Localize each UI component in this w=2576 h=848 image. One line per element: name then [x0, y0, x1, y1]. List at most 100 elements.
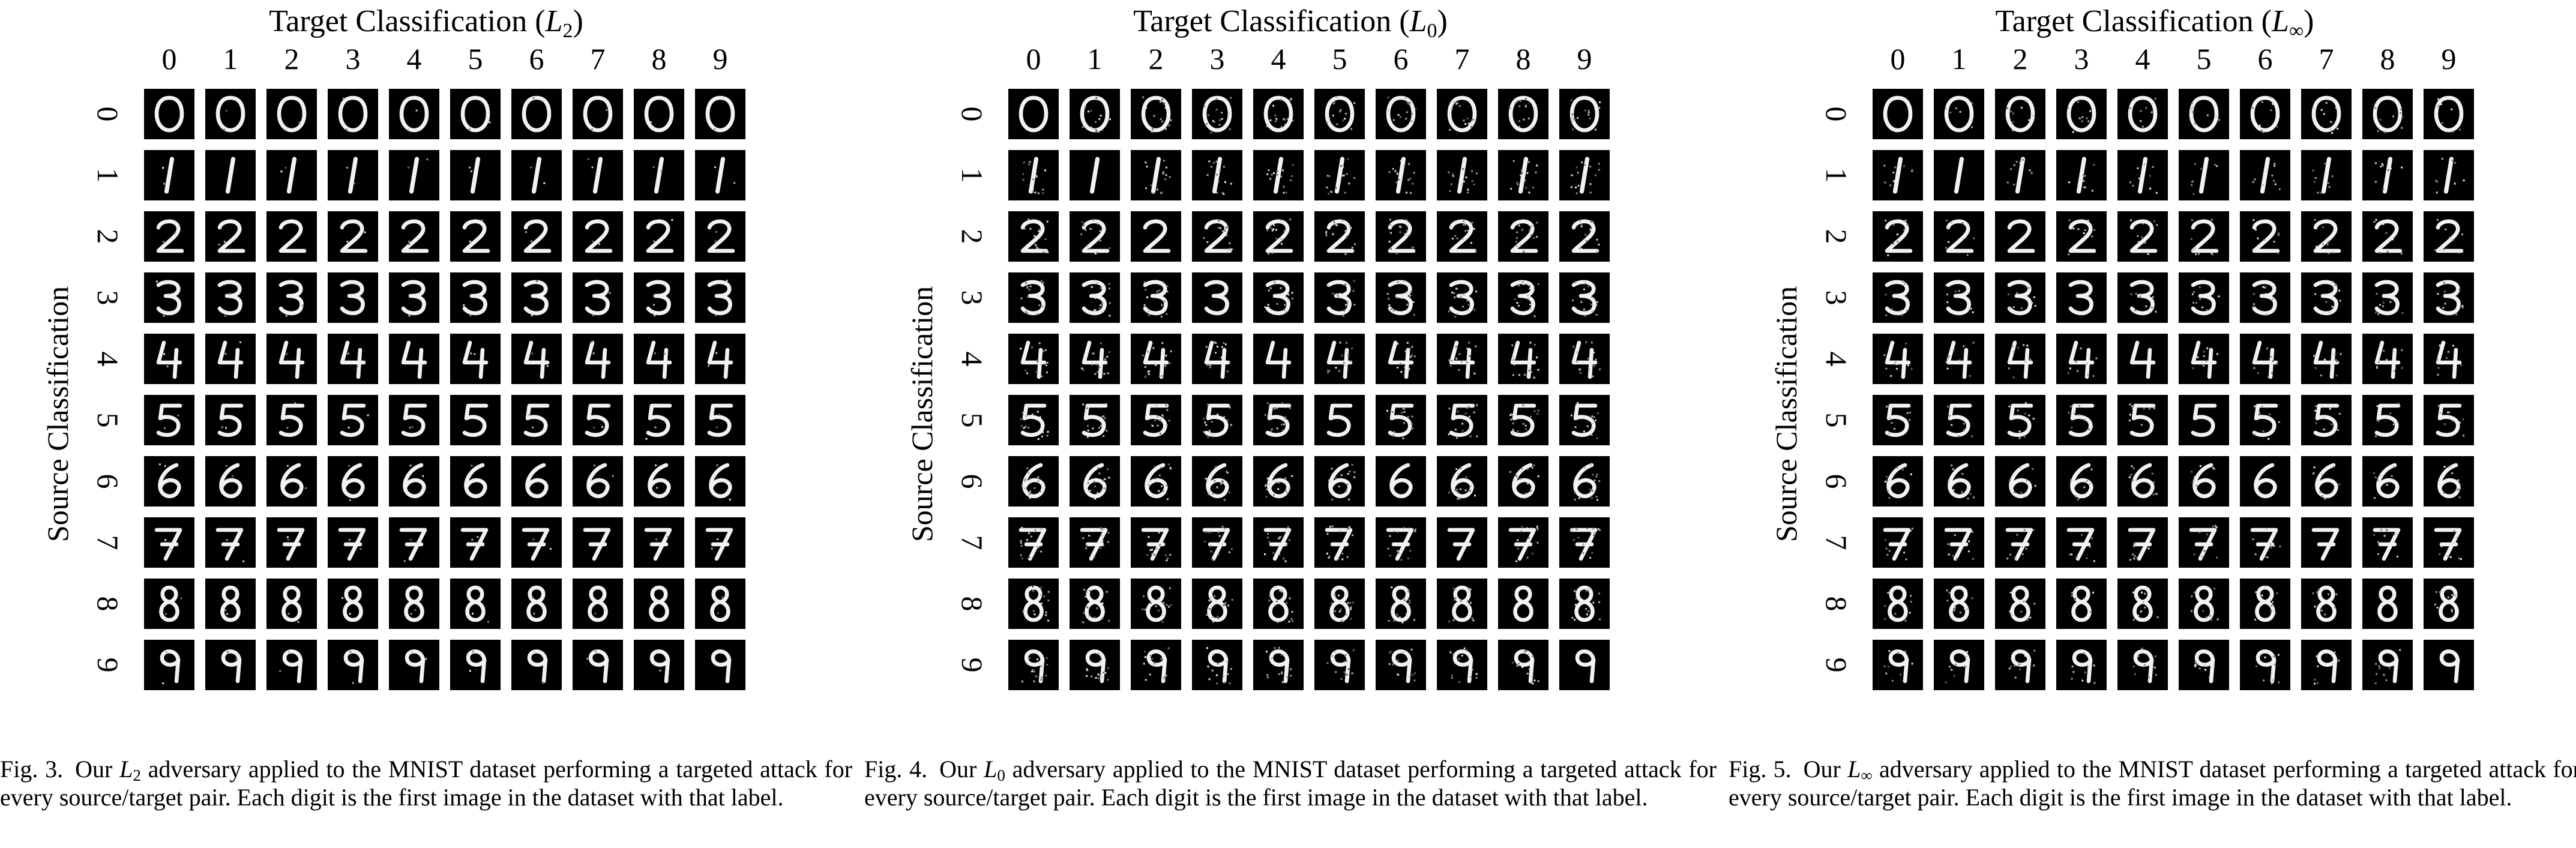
digit-image: [1070, 395, 1120, 445]
digit-image: [1934, 640, 1984, 690]
digit-image: [1192, 334, 1242, 384]
digit-image: [450, 150, 501, 200]
digit-image: [266, 395, 317, 445]
digit-image: [1559, 211, 1610, 262]
digit-image: [1437, 211, 1487, 262]
digit-image: [2301, 640, 2352, 690]
title-text: Target Classification (: [1133, 4, 1410, 38]
digit-image: [389, 272, 439, 323]
digit-image: [573, 211, 623, 262]
target-classification-title: Target Classification (L0): [864, 2, 1717, 41]
digit-image: [511, 640, 562, 690]
digit-image: [266, 272, 317, 323]
digit-image: [573, 640, 623, 690]
digit-image: [634, 517, 684, 568]
title-text: Target Classification (: [269, 4, 546, 38]
digit-image: [1314, 640, 1365, 690]
digit-image: [1498, 89, 1548, 139]
caption-lead: Our: [939, 756, 977, 783]
digit-image: [1070, 89, 1120, 139]
digit-image: [450, 334, 501, 384]
digit-image: [1559, 579, 1610, 629]
digit-image: [2179, 334, 2229, 384]
digit-image: [1873, 579, 1923, 629]
digit-image: [1192, 150, 1242, 200]
digit-image: [1376, 395, 1426, 445]
digit-image: [1314, 517, 1365, 568]
caption-body: adversary applied to the MNIST dataset p…: [1729, 756, 2576, 811]
digit-image: [144, 640, 194, 690]
digit-image: [2240, 579, 2290, 629]
digit-image: [511, 272, 562, 323]
digit-image: [634, 334, 684, 384]
digit-image: [1995, 579, 2045, 629]
row-tick-label: 7: [955, 535, 989, 550]
caption-lead: Our: [1803, 756, 1841, 783]
caption-figure-number: Fig. 4.: [864, 756, 928, 783]
row-tick-label: 3: [955, 290, 989, 305]
digit-image: [2301, 517, 2352, 568]
digit-image: [1008, 640, 1059, 690]
col-tick-label: 1: [1951, 42, 1967, 76]
digit-image: [2117, 150, 2168, 200]
digit-image: [144, 395, 194, 445]
digit-image: [1376, 150, 1426, 200]
digit-image: [2056, 579, 2107, 629]
norm-symbol: L: [1409, 4, 1427, 38]
digit-image: [1253, 334, 1304, 384]
digit-image: [2117, 456, 2168, 507]
digit-image: [205, 640, 256, 690]
digit-image: [328, 517, 378, 568]
row-tick-label: 3: [1820, 290, 1853, 305]
row-tick-label: 2: [1820, 229, 1853, 244]
caption-body: adversary applied to the MNIST dataset p…: [0, 756, 853, 811]
digit-image: [511, 89, 562, 139]
digit-image: [1873, 517, 1923, 568]
digit-image: [205, 211, 256, 262]
row-tick-label: 5: [955, 412, 989, 428]
digit-image: [2240, 150, 2290, 200]
digit-image: [1253, 517, 1304, 568]
row-tick-label: 7: [91, 535, 125, 550]
digit-image: [1070, 211, 1120, 262]
digit-image: [2301, 211, 2352, 262]
digit-image: [2362, 640, 2413, 690]
digit-image: [2117, 395, 2168, 445]
digit-image: [2056, 334, 2107, 384]
digit-image: [328, 579, 378, 629]
digit-image: [695, 89, 745, 139]
digit-image: [1008, 89, 1059, 139]
digit-image: [389, 89, 439, 139]
digit-image: [2301, 395, 2352, 445]
digit-image: [1559, 150, 1610, 200]
digit-image: [573, 579, 623, 629]
digit-image: [1934, 579, 1984, 629]
digit-image: [1008, 272, 1059, 323]
digit-image: [634, 211, 684, 262]
digit-image: [2240, 272, 2290, 323]
digit-image: [1498, 334, 1548, 384]
digit-image: [144, 579, 194, 629]
digit-image: [1559, 517, 1610, 568]
col-tick-label: 5: [2196, 42, 2212, 76]
digit-image: [2117, 272, 2168, 323]
digit-image: [695, 272, 745, 323]
digit-image: [2424, 272, 2474, 323]
source-classification-label: Source Classification: [905, 286, 939, 543]
digit-image: [2056, 456, 2107, 507]
col-tick-label: 9: [712, 42, 728, 76]
digit-image: [1498, 579, 1548, 629]
row-tick-label: 5: [1820, 412, 1853, 428]
digit-image: [1253, 150, 1304, 200]
digit-image: [1314, 579, 1365, 629]
digit-image: [205, 579, 256, 629]
digit-image: [2424, 150, 2474, 200]
digit-image: [2362, 395, 2413, 445]
digit-image: [2179, 272, 2229, 323]
digit-image: [511, 395, 562, 445]
digit-image: [266, 334, 317, 384]
digit-image: [2240, 89, 2290, 139]
digit-image: [695, 579, 745, 629]
digit-image: [389, 334, 439, 384]
digit-image: [1498, 150, 1548, 200]
